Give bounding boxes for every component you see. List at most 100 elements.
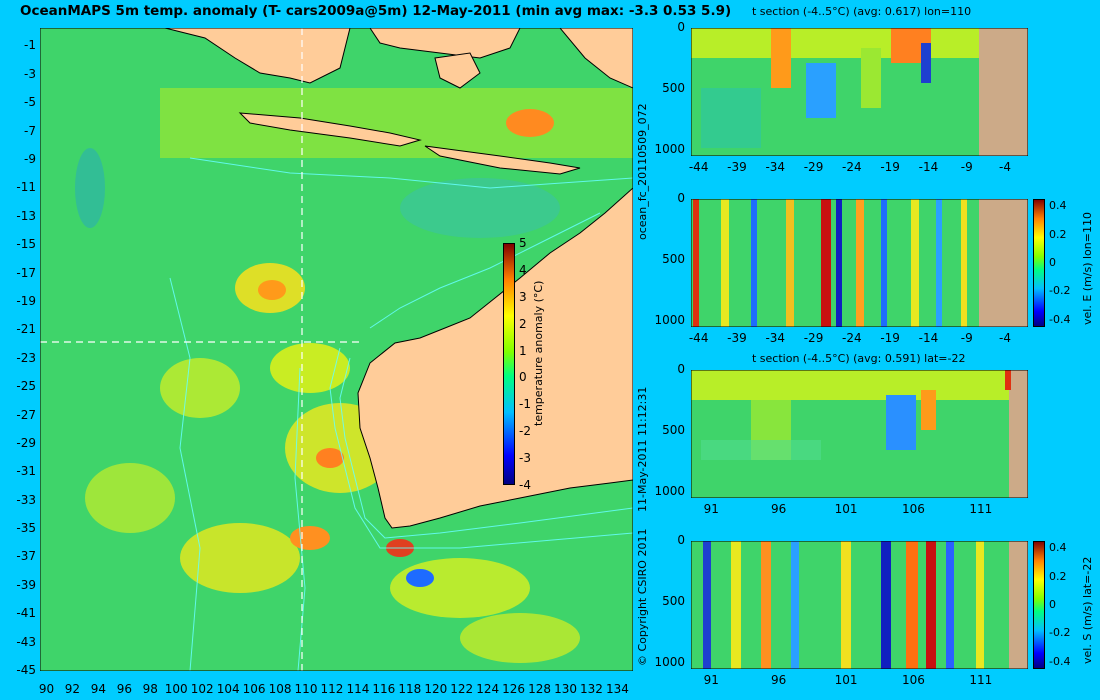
section-colorbar-tick: -0.2 — [1049, 284, 1071, 298]
section-colorbar-tick: 0 — [1049, 598, 1056, 611]
panel4-velocity-bands — [703, 541, 984, 669]
map-colorbar — [503, 243, 515, 485]
panel2-velocity-bands — [693, 199, 967, 327]
section-x-tick: -4 — [999, 331, 1011, 345]
section-x-tick: -9 — [960, 331, 973, 345]
copyright-text: © Copyright CSIRO 2011 — [636, 528, 649, 666]
section-y-tick: 0 — [677, 20, 685, 34]
section-x-tick: -24 — [842, 331, 862, 345]
section-y-tick: 1000 — [654, 312, 685, 327]
section-x-tick: -14 — [918, 160, 939, 174]
section-colorbar-tick: -0.2 — [1049, 626, 1071, 640]
panel2-plot — [691, 199, 1028, 327]
vel-s-colorbar-label: vel. S (m/s) lat=-22 — [1081, 556, 1094, 664]
map-colorbar-tick: 1 — [519, 343, 527, 358]
map-plot — [40, 28, 633, 671]
map-x-tick: 110 — [294, 682, 318, 696]
map-y-tick: -19 — [16, 293, 36, 308]
panel4-plot — [691, 541, 1028, 669]
map-y-tick: -39 — [16, 577, 36, 592]
section-colorbar-tick: 0.2 — [1049, 227, 1067, 241]
map-x-tick: 108 — [268, 682, 292, 696]
run-id-text: ocean_fc_20110509_072 — [636, 103, 649, 240]
section-x-tick: 96 — [770, 502, 787, 516]
section-x-tick: 111 — [969, 673, 993, 687]
map-y-tick: -1 — [24, 38, 36, 53]
panel1-title: t section (-4..5°C) (avg: 0.617) lon=110 — [752, 5, 972, 18]
section-y-tick: 500 — [662, 593, 685, 608]
section-x-tick: 91 — [703, 673, 719, 687]
map-y-tick: -9 — [24, 152, 36, 166]
section-x-tick: 101 — [834, 673, 858, 687]
map-y-tick: -3 — [24, 66, 36, 81]
map-x-tick: 92 — [64, 682, 81, 696]
map-colorbar-tick: 4 — [519, 262, 527, 277]
section-x-tick: 106 — [901, 673, 925, 687]
map-colorbar-tick: 2 — [519, 316, 527, 331]
map-x-tick: 116 — [372, 682, 396, 696]
map-y-tick: -13 — [16, 208, 36, 223]
section-x-tick: -9 — [960, 160, 973, 174]
section-x-tick: -29 — [803, 331, 824, 345]
map-y-tick: -11 — [16, 180, 36, 195]
section-colorbar-tick: -0.4 — [1049, 312, 1071, 326]
section-x-tick: -4 — [999, 160, 1011, 174]
section-y-tick: 0 — [677, 362, 685, 376]
section-x-tick: -24 — [842, 160, 862, 174]
vel-s-colorbar — [1033, 541, 1045, 669]
map-y-tick: -23 — [16, 350, 36, 365]
map-x-tick: 106 — [242, 682, 266, 696]
map-x-tick: 134 — [605, 682, 629, 696]
section-y-tick: 1000 — [654, 483, 685, 498]
section-x-tick: 106 — [901, 502, 925, 516]
map-y-tick: -33 — [16, 492, 36, 507]
section-colorbar-tick: 0.2 — [1049, 569, 1067, 583]
section-x-tick: -44 — [688, 160, 709, 174]
map-colorbar-tick: -2 — [519, 424, 531, 439]
land-australia — [357, 187, 633, 529]
map-colorbar-tick: 0 — [519, 370, 527, 385]
map-y-tick: -7 — [24, 123, 36, 138]
map-y-tick: -41 — [16, 606, 36, 621]
section-colorbar-tick: 0 — [1049, 256, 1056, 269]
section-x-tick: -34 — [765, 160, 786, 174]
panel3-title: t section (-4..5°C) (avg: 0.591) lat=-22 — [752, 352, 966, 365]
map-y-tick: -37 — [16, 549, 36, 564]
section-x-tick: -39 — [727, 160, 747, 174]
map-y-tick: -27 — [16, 407, 36, 422]
map-y-tick: -21 — [16, 322, 36, 337]
map-y-tick: -43 — [16, 634, 36, 649]
map-colorbar-tick: 5 — [519, 236, 527, 250]
vel-e-colorbar — [1033, 199, 1045, 327]
section-x-tick: -39 — [727, 331, 747, 345]
map-x-tick: 124 — [476, 682, 500, 696]
vel-e-colorbar-label: vel. E (m/s) lon=110 — [1081, 212, 1094, 325]
crosshair — [40, 28, 360, 671]
map-x-tick: 120 — [424, 682, 448, 696]
section-x-tick: -14 — [918, 331, 939, 345]
section-x-tick: -29 — [803, 160, 824, 174]
panel3-plot — [691, 370, 1028, 498]
map-y-tick: -15 — [16, 237, 36, 252]
page-title: OceanMAPS 5m temp. anomaly (T- cars2009a… — [20, 3, 732, 19]
map-x-tick: 98 — [142, 682, 158, 696]
section-y-tick: 500 — [662, 80, 685, 95]
map-x-tick: 126 — [502, 682, 526, 696]
section-x-tick: 96 — [770, 673, 787, 687]
map-x-tick: 90 — [38, 682, 55, 696]
section-y-tick: 1000 — [654, 654, 685, 669]
map-colorbar-tick: -4 — [519, 478, 531, 492]
map-x-tick: 112 — [320, 682, 344, 696]
map-y-tick: -17 — [16, 265, 36, 280]
map-x-tick: 104 — [216, 682, 240, 696]
section-x-tick: -19 — [880, 160, 900, 174]
map-y-tick: -31 — [16, 464, 36, 479]
map-colorbar-tick: -1 — [519, 397, 531, 412]
map-colorbar-tick: -3 — [519, 451, 531, 466]
map-x-tick: 114 — [346, 682, 370, 696]
map-x-tick: 94 — [90, 682, 107, 696]
section-colorbar-tick: 0.4 — [1049, 199, 1067, 213]
map-x-tick: 132 — [580, 682, 603, 696]
map-x-tick: 128 — [528, 682, 552, 696]
section-x-tick: 101 — [834, 502, 858, 516]
